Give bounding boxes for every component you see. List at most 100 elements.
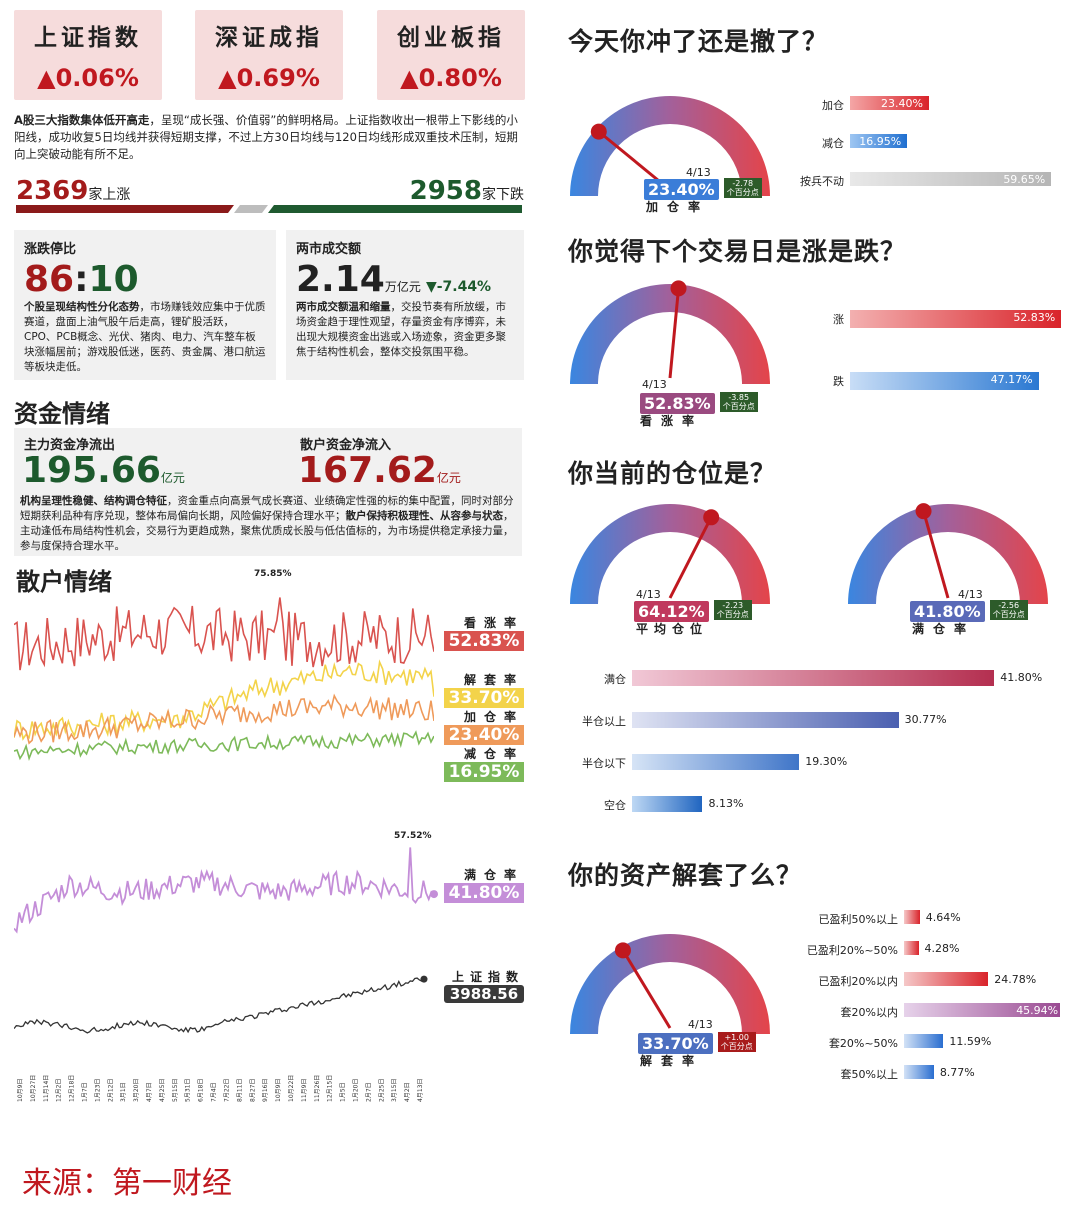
fund-text1: ，资金重点向高景气成长赛道、业绩确定性强的标的集中配置，同时对部分短期获利品种有…	[20, 495, 514, 522]
q4-change: +1.00 个百分点	[717, 1032, 756, 1052]
index-legend-name: 上证指数	[451, 970, 524, 984]
index-name: 上证指数	[34, 25, 142, 51]
q2-gauge-label: 看涨率	[640, 414, 704, 428]
index-change: ▲0.69%	[218, 64, 320, 92]
bar	[904, 1003, 1061, 1017]
q2-change-value: -3.85	[728, 393, 750, 402]
limit-text-body: ，市场赚钱效应集中于优质赛道，盘面上油气股午后走高，锂矿股活跃，CPO、PCB概…	[24, 301, 266, 373]
turnover-value-row: 2.14万亿元 ▼-7.44%	[296, 259, 514, 300]
bar	[632, 712, 899, 728]
legend-unlock-value: 33.70%	[444, 688, 524, 708]
bar	[632, 670, 995, 686]
down-count-value: 2958	[409, 176, 482, 206]
bar	[904, 1065, 934, 1079]
q3-g1-value-row: 64.12% -2.23 个百分点	[634, 600, 752, 622]
q1-gauge-value: 23.40%	[644, 179, 719, 200]
turnover-unit: 万亿元	[384, 280, 421, 294]
fund-text: 机构呈理性稳健、结构调仓特征，资金重点向高景气成长赛道、业绩确定性强的标的集中配…	[20, 494, 516, 554]
turnover-title: 两市成交额	[296, 242, 362, 257]
breadth-down-bar	[268, 205, 522, 213]
full-last-point	[430, 890, 438, 899]
limit-up: 86	[24, 259, 75, 300]
bar	[632, 796, 703, 812]
q1-gauge-label: 加仓率	[646, 200, 710, 214]
up-count-value: 2369	[16, 176, 89, 206]
x-tick-label: 8月27日	[249, 1079, 256, 1102]
q1-title: 今天你冲了还是撤了？	[568, 27, 829, 56]
bar-label: 已盈利20%~50%	[806, 944, 898, 957]
q3-full-gauge	[848, 503, 1048, 604]
legend-add: 加仓率 23.40%	[444, 708, 524, 745]
bar-label: 套50%以上	[840, 1068, 898, 1081]
bar-value: 30.77%	[904, 713, 947, 726]
index-name: 创业板指	[397, 25, 505, 51]
bar	[850, 172, 1052, 186]
turnover-text-bold: 两市成交额温和缩量	[296, 301, 391, 313]
q3-g2-label: 满仓率	[912, 622, 976, 636]
x-tick-label: 11月14日	[43, 1075, 50, 1102]
q3-g2-change-unit: 个百分点	[992, 610, 1025, 619]
bar-value: 4.28%	[924, 942, 960, 955]
source-text: 来源：第一财经	[22, 1166, 232, 1201]
q4-change-value: +1.00	[724, 1033, 749, 1042]
bar-value: 8.77%	[939, 1066, 975, 1079]
retail-fund-row: 167.62亿元	[298, 450, 461, 491]
q1-bars: 加仓 23.40% 减仓 16.95% 按兵不动 59.65%	[790, 96, 1052, 196]
x-tick-label: 7月22日	[223, 1079, 230, 1102]
legend-reduce: 减仓率 16.95%	[444, 745, 524, 782]
x-tick-label: 7月4日	[211, 1082, 218, 1102]
fund-panel: 主力资金净流出 195.66亿元 散户资金净流入 167.62亿元 机构呈理性稳…	[14, 428, 522, 556]
x-tick-label: 1月7日	[82, 1082, 89, 1102]
q3-g1-value: 64.12%	[634, 601, 709, 622]
gauge-needle-head	[590, 123, 607, 140]
bar-label: 套20%以内	[840, 1006, 898, 1019]
turnover-value: 2.14	[296, 259, 385, 300]
gauge-needle-head	[614, 942, 631, 959]
gauge-arc	[570, 284, 770, 384]
bar-label: 已盈利50%以上	[818, 913, 898, 926]
bar-label: 套20%~50%	[828, 1037, 898, 1050]
legend-bullish: 看涨率 52.83%	[444, 614, 524, 651]
q1-change-unit: 个百分点	[726, 188, 759, 197]
q4-change-unit: 个百分点	[720, 1042, 753, 1051]
index-card-sz: 深证成指 ▲0.69%	[195, 10, 343, 100]
x-tick-label: 10月22日	[288, 1075, 295, 1102]
x-tick-label: 8月11日	[236, 1079, 243, 1102]
breadth-flat-bar	[234, 205, 268, 213]
x-tick-label: 2月25日	[378, 1079, 385, 1102]
turnover-text: 两市成交额温和缩量，交投节奏有所放缓，市场资金趋于理性观望，存量资金有序博弈，未…	[296, 300, 514, 360]
sentiment-legend: 看涨率 52.83% 解套率 33.70% 加仓率 23.40% 减仓率 16.…	[444, 614, 524, 782]
q4-gauge-value: 33.70%	[638, 1033, 713, 1054]
fund-text2: ，主动逢低布局结构性机会，交易行为更趋成熟，聚焦优质成长股与低估值标的，为市场提…	[20, 510, 514, 552]
bar	[904, 941, 919, 955]
x-tick-label: 11月26日	[314, 1075, 321, 1102]
q2-gauge	[570, 280, 770, 384]
up-count-label: 家上涨	[88, 187, 131, 203]
index-series-line	[14, 977, 425, 1034]
x-tick-label: 3月20日	[133, 1079, 140, 1102]
x-tick-label: 4月13日	[417, 1079, 424, 1102]
breadth-bar	[16, 205, 522, 213]
index-change: ▲0.80%	[400, 64, 502, 92]
summary-bold: A股三大指数集体低开高走	[14, 113, 150, 127]
bar	[904, 1034, 944, 1048]
x-tick-label: 1月5日	[340, 1082, 347, 1102]
bar-value: 11.59%	[949, 1035, 992, 1048]
legend-reduce-name: 减仓率	[463, 747, 524, 761]
index-change: ▲0.06%	[37, 64, 139, 92]
x-tick-label: 12月15日	[327, 1075, 334, 1102]
bar-value: 23.40%	[880, 97, 923, 110]
x-tick-label: 5月31日	[185, 1079, 192, 1102]
bar-value: 59.65%	[1003, 173, 1046, 186]
x-tick-label: 10月27日	[30, 1075, 37, 1102]
bar-label: 半仓以下	[582, 757, 626, 770]
bar-label: 空仓	[604, 799, 626, 812]
index-legend-value: 3988.56	[444, 985, 524, 1003]
x-tick-label: 10月9日	[17, 1079, 24, 1102]
q3-g1-change-value: -2.23	[722, 601, 744, 610]
q2-title: 你觉得下个交易日是涨是跌？	[568, 237, 907, 266]
q4-date: 4/13	[688, 1018, 713, 1031]
q3-g1-change-unit: 个百分点	[716, 610, 749, 619]
q4-bars: 已盈利50%以上 4.64% 已盈利20%~50% 4.28% 已盈利20%以内 24.7…	[780, 910, 1070, 1090]
limit-sep: :	[74, 259, 89, 300]
